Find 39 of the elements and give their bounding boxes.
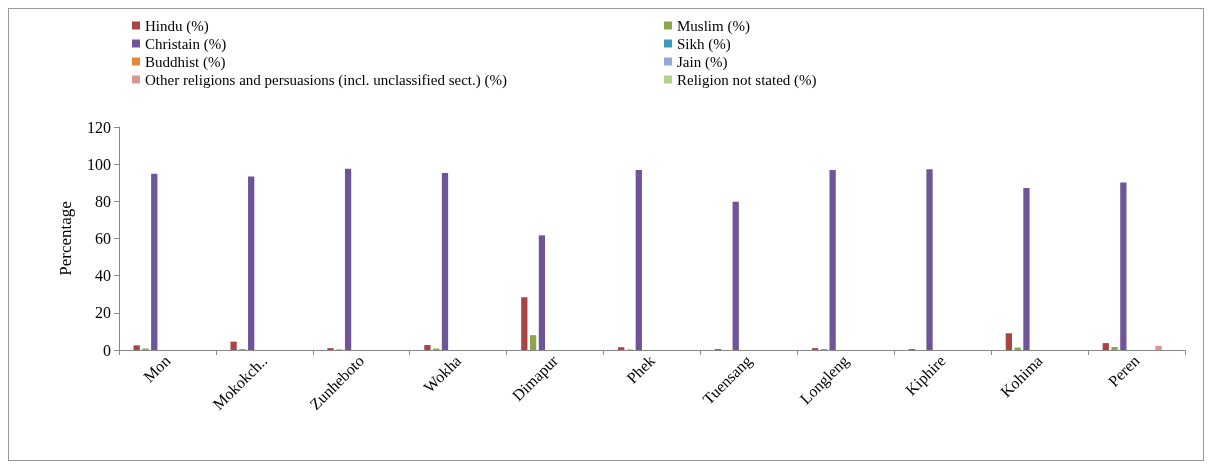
bar: [618, 347, 625, 350]
bar: [441, 172, 449, 350]
y-tick-label: 0: [103, 341, 111, 359]
bar: [424, 344, 431, 350]
legend-label: Muslim (%): [677, 17, 750, 35]
bar: [529, 335, 537, 350]
y-axis-title: Percentage: [56, 201, 75, 276]
legend-label: Buddhist (%): [145, 53, 226, 71]
x-tick-label: Mon: [140, 351, 174, 386]
bar: [1102, 343, 1109, 350]
legend-label: Christain (%): [145, 35, 227, 53]
bar: [1005, 333, 1012, 350]
bar: [538, 235, 546, 350]
y-tick-label: 20: [95, 304, 111, 322]
y-tick-label: 60: [95, 230, 111, 247]
bar: [732, 201, 739, 350]
legend-label: Jain (%): [677, 53, 728, 71]
bar: [1023, 187, 1030, 350]
y-tick-label: 40: [95, 267, 111, 285]
bar: [829, 170, 836, 350]
legend-label: Religion not stated (%): [677, 71, 817, 89]
bar: [521, 297, 528, 350]
y-tick-label: 120: [87, 118, 111, 136]
bar: [248, 176, 255, 350]
y-tick-label: 100: [87, 155, 111, 173]
y-tick-label: 80: [95, 192, 111, 210]
bar: [1155, 345, 1162, 350]
bar: [635, 170, 642, 350]
legend-label: Hindu (%): [145, 17, 209, 35]
bar: [344, 168, 352, 350]
bar: [151, 173, 158, 350]
bar: [230, 341, 237, 350]
bar: [1111, 347, 1118, 350]
legend-label: Other religions and persuasions (incl. unclassified sect.) (%): [145, 71, 507, 89]
bar: [1120, 182, 1127, 350]
x-tick-label: Phek: [623, 351, 659, 387]
legend-label: Sikh (%): [677, 35, 731, 53]
bar: [133, 345, 140, 350]
bar: [926, 169, 933, 350]
